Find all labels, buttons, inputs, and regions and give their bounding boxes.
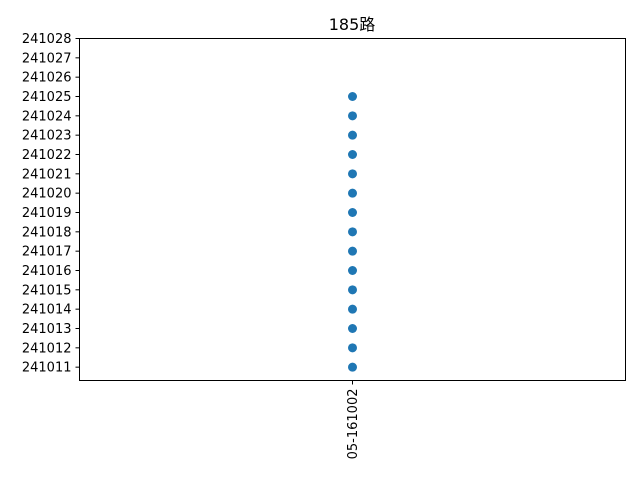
scatter-point [348,188,357,198]
x-tick-label: 05-161002 [346,389,361,460]
y-axis: 241011 241012 241013 241014 241015 241016 2410… [22,32,80,376]
y-tick-label: 241023 [22,129,72,144]
scatter-point [348,285,357,295]
y-tick-label: 241025 [22,90,72,105]
y-tick-label: 241020 [22,187,72,202]
y-tick-label: 241028 [22,32,72,47]
scatter-points [348,91,357,372]
scatter-point [348,362,357,372]
scatter-point [348,207,357,217]
y-tick-label: 241011 [22,361,72,376]
scatter-point [348,265,357,275]
y-tick-label: 241021 [22,167,72,182]
y-tick-label: 241013 [22,322,72,337]
y-tick-label: 241019 [22,206,72,221]
y-tick-label: 241018 [22,225,72,240]
scatter-point [348,246,357,256]
scatter-point [348,323,357,333]
scatter-point [348,304,357,314]
y-tick-label: 241014 [22,303,72,318]
y-tick-label: 241016 [22,264,72,279]
y-tick-label: 241024 [22,109,72,124]
scatter-point [348,227,357,237]
scatter-point [348,149,357,159]
scatter-point [348,343,357,353]
y-tick-label: 241017 [22,245,72,260]
y-tick-label: 241012 [22,341,72,356]
y-tick-label: 241022 [22,148,72,163]
scatter-point [348,169,357,179]
scatter-point [348,130,357,140]
chart-title: 185路 [329,15,376,34]
y-tick-label: 241015 [22,283,72,298]
scatter-point [348,111,357,121]
x-axis: 05-161002 [346,380,361,460]
y-tick-label: 241026 [22,71,72,86]
y-tick-label: 241027 [22,51,72,66]
scatter-point [348,91,357,101]
